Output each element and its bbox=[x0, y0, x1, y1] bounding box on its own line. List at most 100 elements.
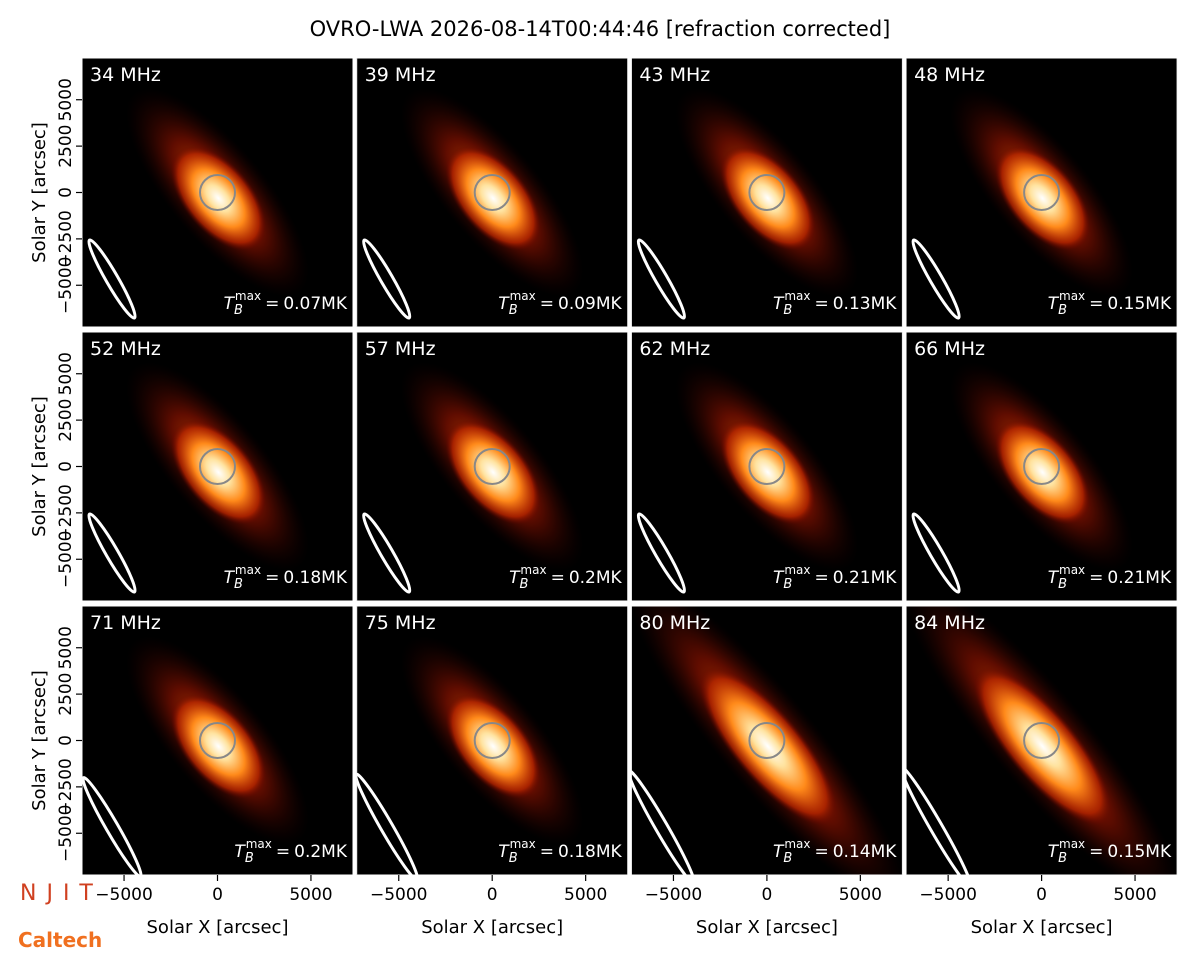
frequency-label: 52 MHz bbox=[90, 338, 161, 360]
tb-subscript: B bbox=[783, 577, 792, 592]
tb-superscript: max bbox=[1059, 563, 1085, 577]
tb-value: 0.15MK bbox=[1107, 842, 1172, 862]
tb-superscript: max bbox=[510, 837, 536, 851]
tb-symbol: T bbox=[773, 568, 785, 588]
tb-symbol: T bbox=[1048, 294, 1060, 314]
frequency-label: 71 MHz bbox=[90, 612, 161, 634]
tb-max-label: TBmax = 0.15MK bbox=[1048, 837, 1172, 866]
tb-max-label: TBmax = 0.18MK bbox=[224, 563, 348, 592]
x-tick-label: 5000 bbox=[1113, 885, 1156, 905]
y-tick-label: 5000 bbox=[56, 626, 76, 669]
tb-superscript: max bbox=[784, 289, 810, 303]
tb-max-label: TBmax = 0.2MK bbox=[234, 837, 347, 866]
tb-equals: = bbox=[1089, 568, 1103, 588]
emission-core bbox=[445, 693, 541, 799]
beam bbox=[356, 772, 420, 875]
tb-value: 0.13MK bbox=[833, 294, 898, 314]
tb-equals: = bbox=[540, 842, 554, 862]
beam bbox=[906, 765, 973, 875]
tb-max-label: TBmax = 0.21MK bbox=[773, 563, 897, 592]
tb-symbol: T bbox=[773, 842, 785, 862]
solar-disk bbox=[748, 722, 786, 759]
tb-max-label: TBmax = 0.07MK bbox=[224, 289, 348, 318]
panel bbox=[356, 332, 628, 601]
panel bbox=[356, 58, 628, 327]
y-tick-label: 0 bbox=[56, 735, 76, 746]
tb-equals: = bbox=[551, 568, 565, 588]
emission-core bbox=[445, 145, 541, 251]
y-tick-label: 2500 bbox=[56, 398, 76, 441]
solar-disk bbox=[473, 722, 511, 759]
x-tick-label: 0 bbox=[487, 885, 498, 905]
panel bbox=[631, 332, 903, 601]
y-tick-label: −2500 bbox=[56, 758, 76, 816]
beam bbox=[631, 769, 696, 875]
tb-symbol: T bbox=[1048, 568, 1060, 588]
frequency-label: 39 MHz bbox=[365, 64, 436, 86]
y-tick-label: 0 bbox=[56, 461, 76, 472]
tb-subscript: B bbox=[783, 303, 792, 318]
solar-disk bbox=[748, 174, 786, 211]
tb-max-label: TBmax = 0.13MK bbox=[773, 289, 897, 318]
beam bbox=[87, 512, 137, 594]
tb-superscript: max bbox=[510, 289, 536, 303]
frequency-label: 66 MHz bbox=[914, 338, 985, 360]
tb-max-label: TBmax = 0.15MK bbox=[1048, 289, 1172, 318]
tb-max-label: TBmax = 0.18MK bbox=[498, 837, 622, 866]
tb-equals: = bbox=[540, 294, 554, 314]
tb-superscript: max bbox=[520, 563, 546, 577]
emission-core bbox=[994, 419, 1091, 525]
x-tick-label: 0 bbox=[761, 885, 772, 905]
emission-core bbox=[973, 667, 1112, 826]
x-tick-label: 5000 bbox=[564, 885, 607, 905]
tb-superscript: max bbox=[784, 837, 810, 851]
tb-symbol: T bbox=[498, 294, 510, 314]
x-axis-label: Solar X [arcsec] bbox=[696, 917, 838, 938]
tb-value: 0.18MK bbox=[283, 568, 348, 588]
emission-core bbox=[720, 419, 816, 525]
emission-core bbox=[170, 693, 267, 799]
panel bbox=[82, 332, 353, 601]
figure-title: OVRO-LWA 2026-08-14T00:44:46 [refraction… bbox=[310, 17, 891, 41]
tb-symbol: T bbox=[224, 568, 236, 588]
tb-subscript: B bbox=[245, 851, 254, 866]
logo-caltech: Caltech bbox=[18, 928, 102, 952]
y-axis-label: Solar Y [arcsec] bbox=[29, 670, 50, 811]
x-tick-label: 0 bbox=[212, 885, 223, 905]
beam bbox=[911, 238, 961, 320]
tb-symbol: T bbox=[234, 842, 246, 862]
emission-core bbox=[698, 667, 837, 826]
tb-value: 0.14MK bbox=[833, 842, 898, 862]
tb-superscript: max bbox=[1059, 289, 1085, 303]
y-tick-label: −2500 bbox=[56, 210, 76, 268]
y-tick-label: 2500 bbox=[56, 672, 76, 715]
tb-equals: = bbox=[814, 568, 828, 588]
tb-equals: = bbox=[276, 842, 290, 862]
panel bbox=[82, 606, 353, 875]
y-tick-label: −5000 bbox=[56, 257, 76, 315]
solar-disk bbox=[199, 448, 236, 485]
y-tick-label: −5000 bbox=[56, 531, 76, 589]
x-tick-label: −5000 bbox=[645, 885, 703, 905]
logo-njit: NJIT bbox=[20, 881, 103, 906]
tb-subscript: B bbox=[234, 577, 243, 592]
tb-equals: = bbox=[1089, 294, 1103, 314]
panel bbox=[631, 606, 903, 875]
panel bbox=[82, 58, 353, 327]
tb-equals: = bbox=[265, 568, 279, 588]
tb-subscript: B bbox=[520, 577, 529, 592]
x-tick-label: −5000 bbox=[919, 885, 977, 905]
emission-core bbox=[445, 419, 541, 525]
tb-subscript: B bbox=[1058, 851, 1067, 866]
y-tick-label: 2500 bbox=[56, 124, 76, 167]
tb-subscript: B bbox=[509, 303, 518, 318]
solar-disk bbox=[473, 174, 511, 211]
tb-subscript: B bbox=[234, 303, 243, 318]
frequency-label: 80 MHz bbox=[639, 612, 710, 634]
tb-equals: = bbox=[814, 842, 828, 862]
tb-max-label: TBmax = 0.21MK bbox=[1048, 563, 1172, 592]
emission-core bbox=[720, 145, 816, 251]
frequency-label: 57 MHz bbox=[365, 338, 436, 360]
tb-superscript: max bbox=[235, 563, 261, 577]
panel bbox=[906, 606, 1178, 875]
